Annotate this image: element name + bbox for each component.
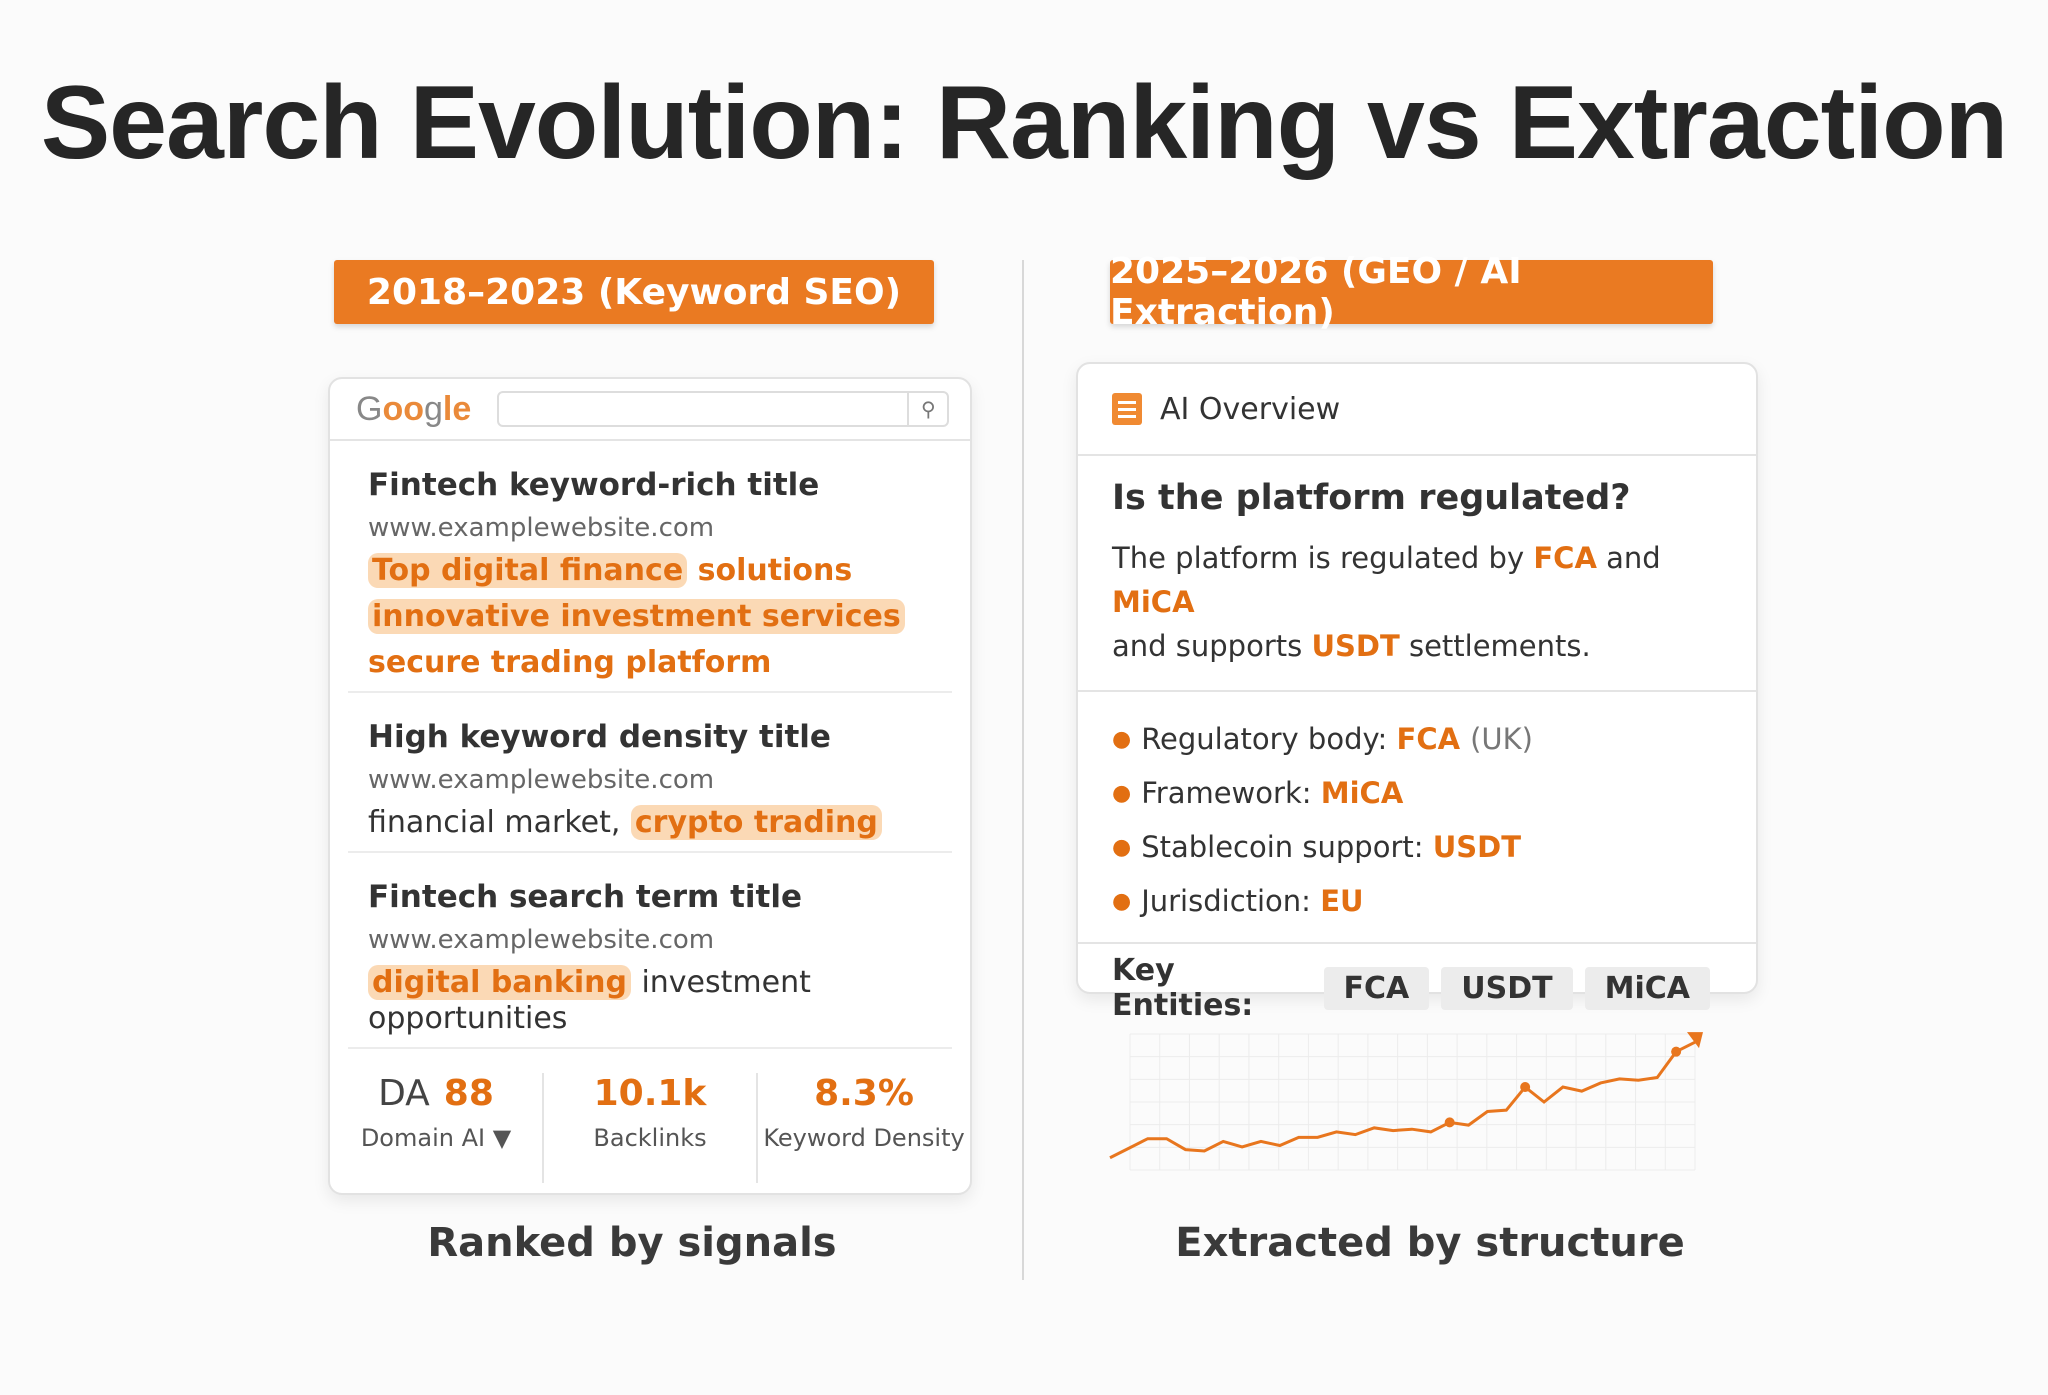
result-title[interactable]: High keyword density title — [368, 719, 831, 755]
fact-value: MiCA — [1320, 776, 1404, 810]
backlinks-value: 10.1k — [593, 1073, 707, 1114]
fact-value: USDT — [1432, 830, 1522, 864]
result-snippet-line: secure trading platform — [368, 645, 914, 681]
search-result[interactable]: Fintech keyword-rich title www.exampleweb… — [348, 441, 952, 693]
fact-label: Regulatory body: — [1141, 722, 1388, 756]
result-url: www.examplewebsite.com — [368, 765, 715, 795]
fact-label: Framework: — [1141, 776, 1312, 810]
document-icon — [1112, 393, 1142, 425]
ai-overview-header: AI Overview — [1078, 364, 1756, 456]
snippet-keyword: solutions — [697, 553, 853, 588]
fact-value: EU — [1320, 884, 1364, 918]
snippet-keyword: innovative investment services — [368, 599, 905, 634]
search-input[interactable]: ⚲ — [497, 391, 950, 427]
snippet-keyword: crypto trading — [630, 805, 882, 840]
density-value: 8.3% — [814, 1073, 914, 1114]
result-snippet-line: financial market, crypto trading — [368, 805, 914, 841]
result-url: www.examplewebsite.com — [368, 513, 715, 543]
da-value: 88 — [443, 1073, 494, 1114]
fact-item: ● Jurisdiction: EU — [1112, 874, 1722, 928]
seo-stats: DA 88 Domain AI ▼ 10.1k Backlinks 8.3% Ke… — [330, 1073, 970, 1183]
trend-chart — [1109, 1032, 1703, 1171]
snippet-keyword: financial market, — [368, 805, 621, 840]
fact-label: Stablecoin support: — [1141, 830, 1424, 864]
search-result[interactable]: High keyword density title www.exampleweb… — [348, 693, 952, 853]
fact-item: ● Framework: MiCA — [1112, 766, 1722, 820]
entity-chip[interactable]: USDT — [1441, 966, 1573, 1010]
result-title[interactable]: Fintech search term title — [368, 879, 803, 915]
fact-value: FCA — [1396, 722, 1461, 756]
fact-note: (UK) — [1470, 722, 1533, 756]
result-snippet-line: innovative investment services — [368, 599, 914, 635]
arrow-head-icon — [1687, 1032, 1703, 1049]
data-point — [1444, 1117, 1455, 1128]
bullet-icon: ● — [1112, 780, 1132, 806]
data-point — [1520, 1082, 1531, 1093]
result-snippet-line: Top digital finance solutions — [368, 553, 914, 589]
answer-text: The platform is regulated by FCA and MiC… — [1112, 541, 1661, 663]
search-icon[interactable]: ⚲ — [907, 393, 947, 425]
result-url: www.examplewebsite.com — [368, 925, 715, 955]
fact-item: ● Regulatory body: FCA (UK) — [1112, 712, 1722, 766]
snippet-keyword: Top digital finance — [368, 553, 688, 588]
right-caption: Extracted by structure — [1175, 1220, 1685, 1266]
snippet-keyword: secure trading platform — [368, 645, 772, 680]
era-badge-geo: 2025–2026 (GEO / AI Extraction) — [1110, 251, 1713, 333]
da-label: DA — [378, 1073, 430, 1114]
entity-chip[interactable]: MiCA — [1584, 966, 1710, 1010]
search-result[interactable]: Fintech search term title www.examplewebs… — [348, 853, 952, 1049]
chart-grid — [1129, 1033, 1696, 1171]
bullet-icon: ● — [1112, 888, 1132, 914]
result-title[interactable]: Fintech keyword-rich title — [368, 467, 820, 503]
backlinks-label: Backlinks — [593, 1124, 707, 1152]
google-serp-card: Google ⚲ Fintech keyword-rich title www.e… — [328, 377, 972, 1195]
data-point — [1671, 1046, 1682, 1057]
result-snippet-line: digital banking investment opportunities — [368, 965, 914, 1037]
fact-item: ● Stablecoin support: USDT — [1112, 820, 1722, 874]
ai-overview-card: AI Overview Is the platform regulated? T… — [1076, 362, 1758, 1023]
fact-list: ● Regulatory body: FCA (UK) ● Framework: MiC… — [1078, 692, 1756, 944]
stat-keyword-density: 8.3% Keyword Density — [758, 1073, 970, 1183]
question: Is the platform regulated? — [1112, 478, 1631, 518]
trend-line — [1109, 1040, 1696, 1160]
google-logo: Google — [356, 389, 472, 428]
era-badge-keyword-seo: 2018–2023 (Keyword SEO) — [334, 260, 934, 324]
answer-block: Is the platform regulated? The platform … — [1078, 456, 1756, 692]
snippet-keyword: investment opportunities — [368, 965, 811, 1036]
bullet-icon: ● — [1112, 834, 1132, 860]
key-entities: Key Entities: FCA USDT MiCA — [1078, 944, 1756, 1032]
snippet-keyword: digital banking — [368, 965, 631, 1000]
da-sublabel: Domain AI — [360, 1124, 486, 1152]
page-title: Search Evolution: Ranking vs Extraction — [40, 65, 2008, 181]
serp-header: Google ⚲ — [330, 379, 970, 441]
key-entities-label: Key Entities: — [1112, 953, 1254, 1023]
caret-down-icon: ▼ — [492, 1124, 512, 1152]
left-caption: Ranked by signals — [427, 1220, 837, 1266]
bullet-icon: ● — [1112, 726, 1132, 752]
ai-overview-title: AI Overview — [1160, 391, 1341, 427]
stat-domain-authority: DA 88 Domain AI ▼ — [330, 1073, 544, 1183]
entity-chip[interactable]: FCA — [1323, 966, 1430, 1010]
divider — [1022, 260, 1024, 1280]
fact-label: Jurisdiction: — [1141, 884, 1311, 918]
stat-backlinks: 10.1k Backlinks — [544, 1073, 758, 1183]
density-label: Keyword Density — [763, 1124, 965, 1152]
